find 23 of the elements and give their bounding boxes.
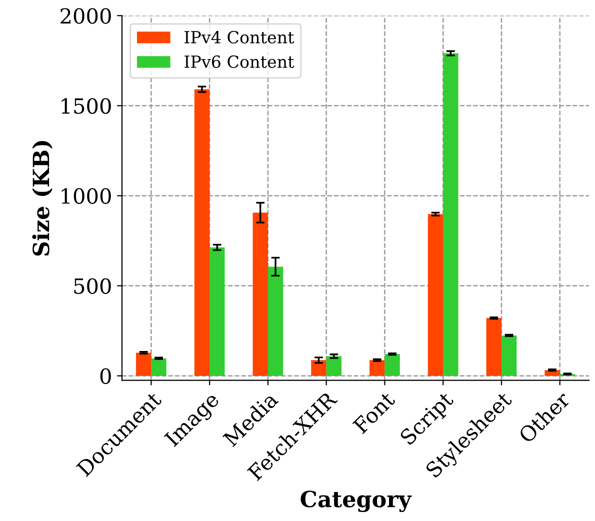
bar — [486, 318, 502, 376]
y-tick-label: 500 — [74, 278, 111, 294]
legend-label: IPv4 Content — [184, 30, 294, 44]
legend-label: IPv6 Content — [184, 55, 294, 68]
bar — [501, 335, 517, 376]
bar — [210, 247, 225, 376]
y-tick-label: 1500 — [62, 98, 111, 114]
bar — [428, 214, 444, 376]
bar — [326, 356, 342, 376]
bar — [311, 360, 326, 376]
y-tick-label: 0 — [100, 368, 111, 384]
bar — [252, 212, 268, 376]
bar — [268, 266, 284, 376]
x-axis-title: Category — [300, 490, 412, 512]
bar — [136, 352, 152, 376]
bar — [151, 358, 166, 376]
bar — [194, 89, 210, 376]
bar — [443, 53, 458, 376]
y-tick-label: 1000 — [62, 188, 111, 204]
y-tick-label: 2000 — [60, 8, 111, 24]
bar — [370, 360, 385, 376]
y-axis-title: Size (KB) — [32, 141, 53, 256]
bar — [384, 354, 400, 376]
